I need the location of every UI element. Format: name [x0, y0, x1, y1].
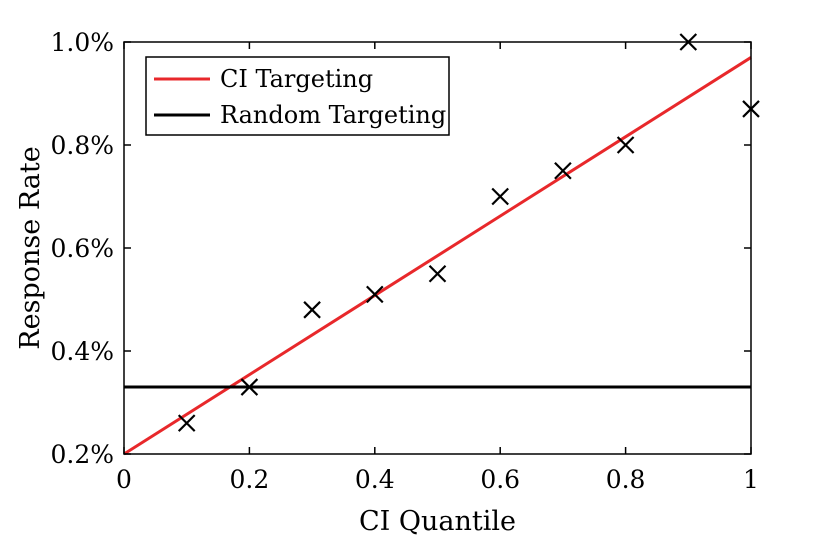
x-tick-label: 0.2 [230, 465, 270, 494]
x-tick-label: 0.6 [480, 465, 520, 494]
data-point [366, 285, 384, 304]
data-point [428, 264, 447, 283]
x-tick-label: 1 [743, 465, 759, 494]
y-tick-label: 0.6% [50, 234, 114, 263]
series-group [123, 56, 752, 456]
x-tick-label: 0.4 [355, 465, 395, 494]
data-point [177, 414, 196, 432]
legend-label-0: CI Targeting [220, 65, 373, 93]
y-tick-label: 0.8% [50, 131, 114, 160]
legend-box [145, 56, 450, 136]
data-point [554, 161, 572, 180]
legend-label-1: Random Targeting [220, 101, 446, 129]
x-tick-label: 0.8 [606, 465, 646, 494]
y-tick-label: 0.2% [50, 440, 114, 469]
y-tick-label: 0.4% [50, 337, 114, 366]
x-axis-label: CI Quantile [359, 506, 516, 537]
y-tick-label: 1.0% [50, 28, 114, 57]
y-axis-label: Response Rate [15, 146, 46, 349]
data-point [303, 301, 321, 319]
data-point [240, 378, 259, 396]
data-point [491, 187, 509, 206]
data-point [616, 136, 635, 154]
legend: CI Targeting Random Targeting [145, 56, 450, 136]
axes: 0 0.2 0.4 0.6 0.8 1 0.2% 0.4% 0.6% 0.8% 1.0% [50, 28, 758, 494]
x-tick-label: 0 [116, 465, 132, 494]
